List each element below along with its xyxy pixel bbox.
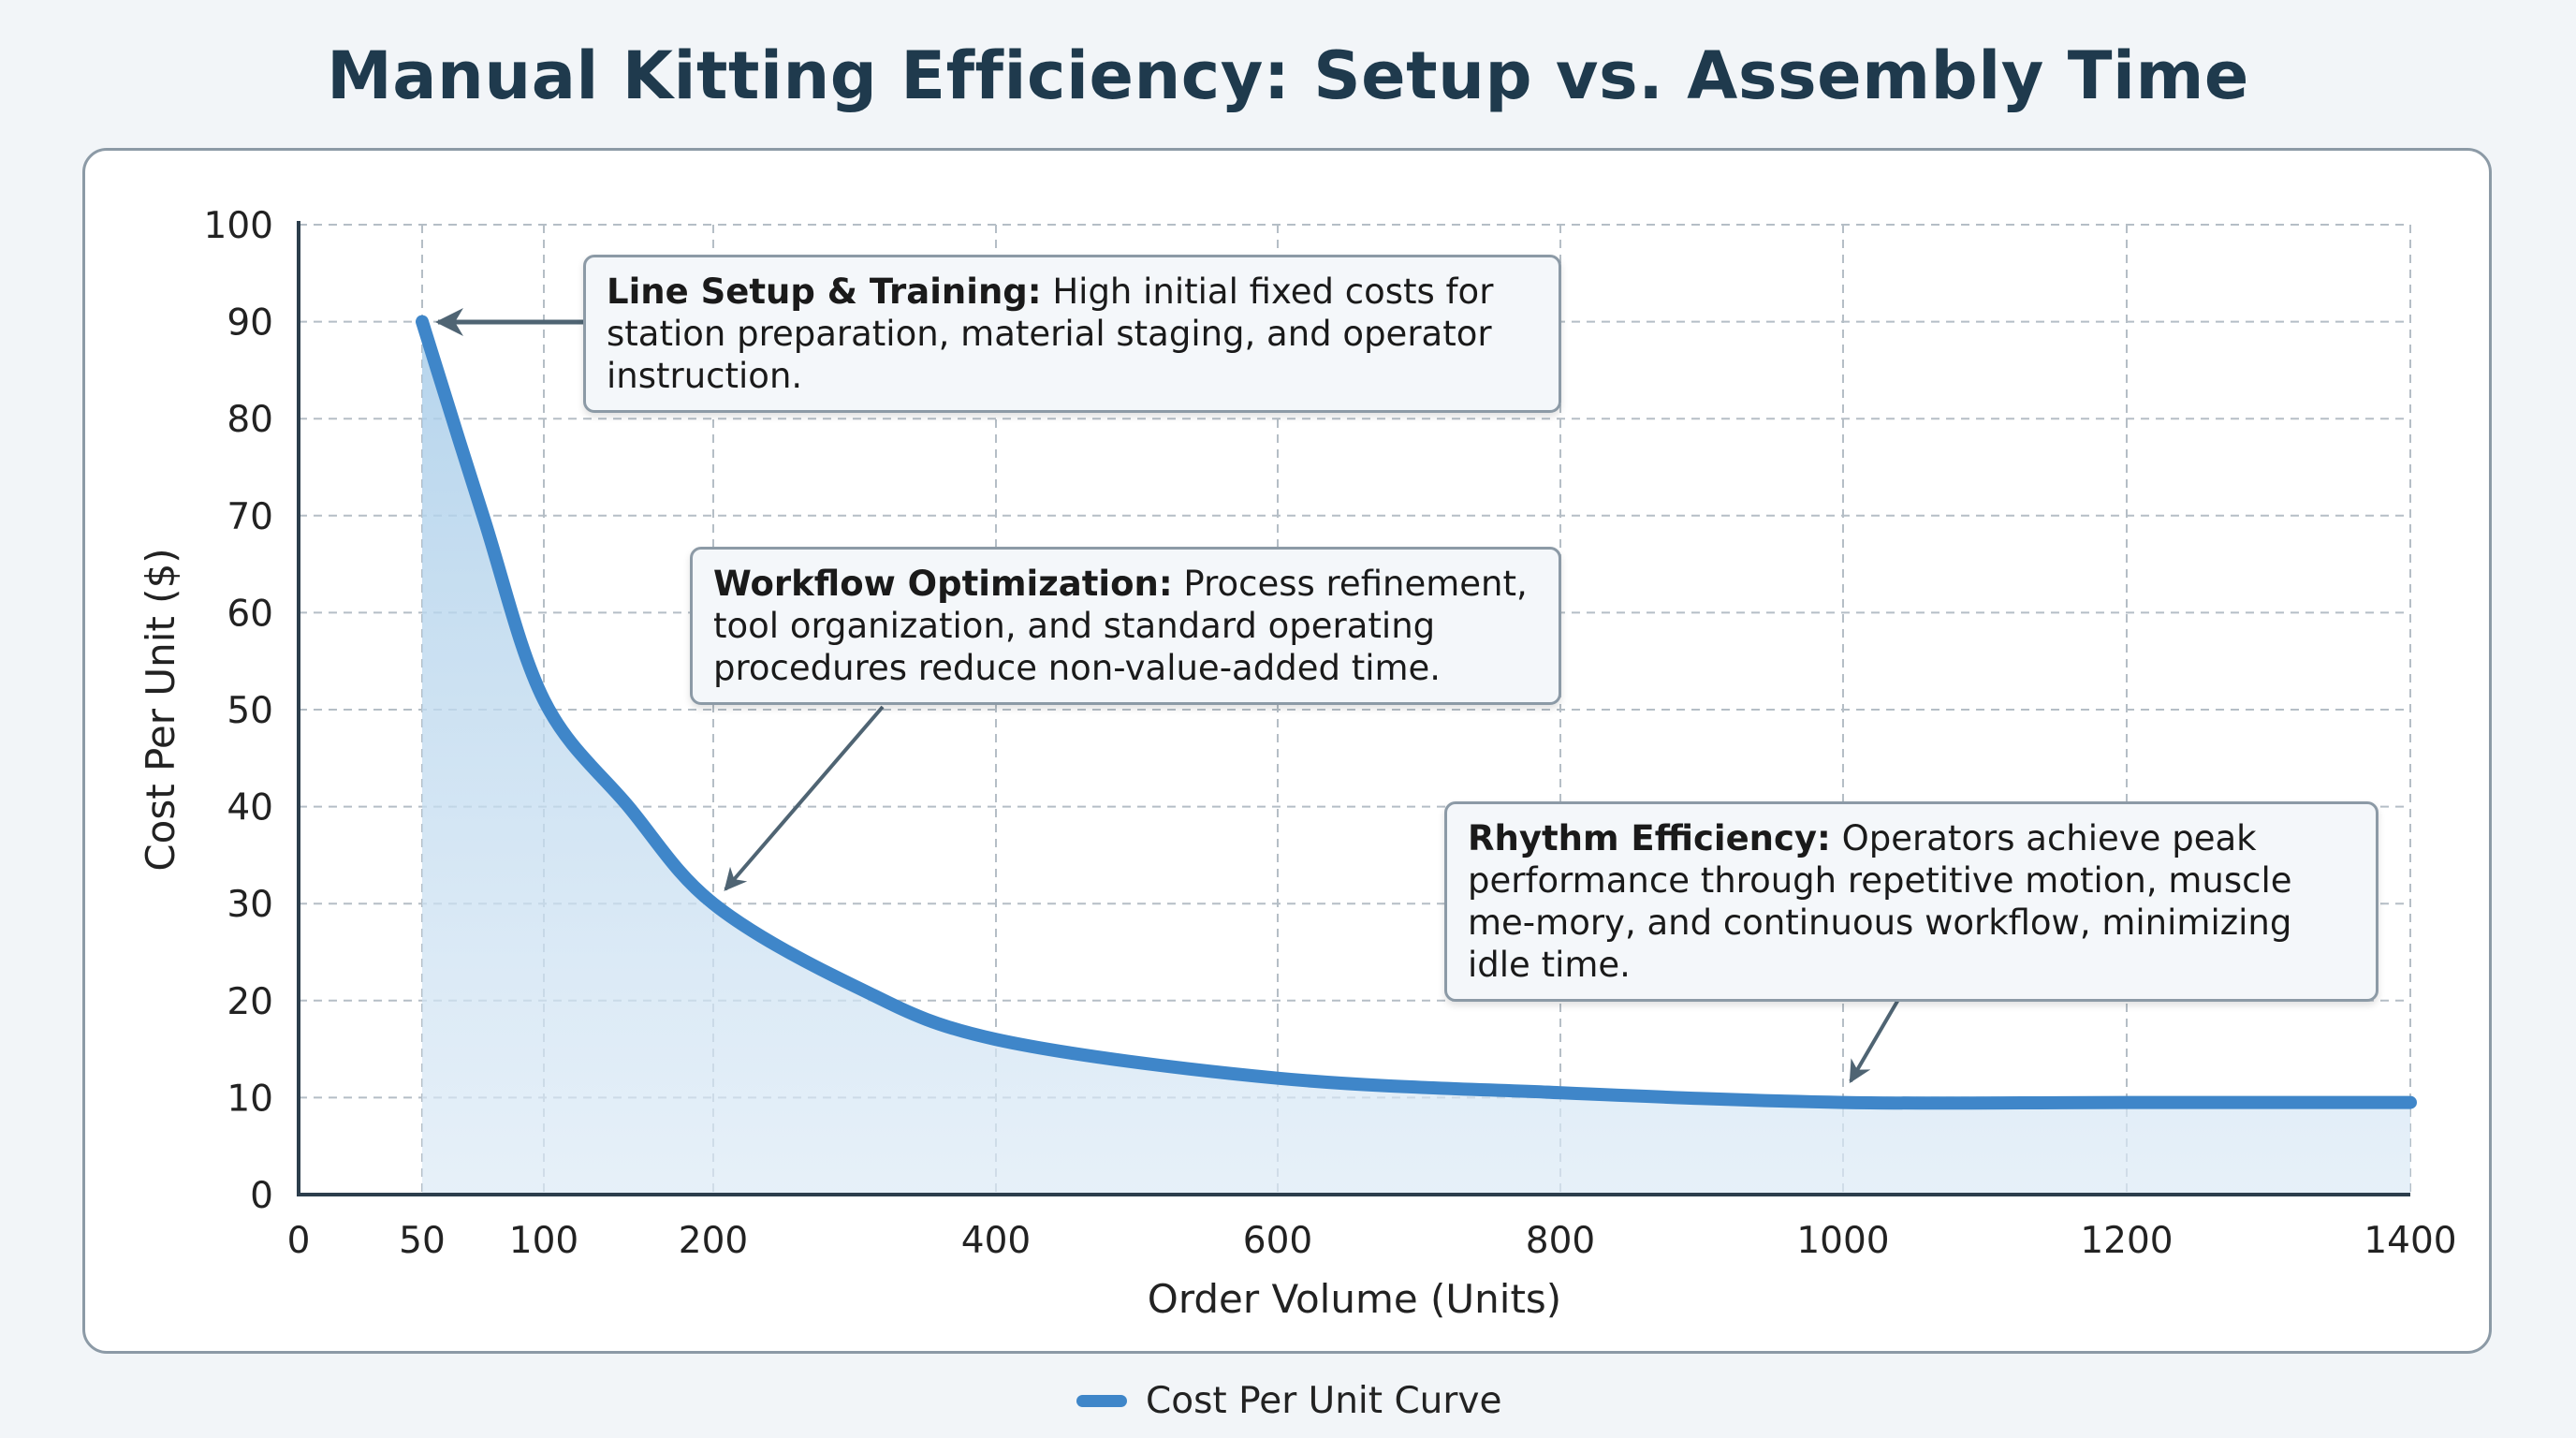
cost-curve-line: [416, 315, 2417, 1110]
annotation-line-setup: Line Setup & Training: High initial fixe…: [583, 255, 1561, 413]
chart-title: Manual Kitting Efficiency: Setup vs. Ass…: [327, 37, 2249, 114]
x-tick-label: 1400: [2364, 1220, 2456, 1262]
y-tick-label: 90: [227, 302, 273, 345]
x-tick-label: 100: [509, 1220, 578, 1262]
x-tick-labels: 0 50 100 200 400 600 800 1000 1200 1400: [287, 1220, 2457, 1262]
y-tick-label: 70: [227, 496, 273, 538]
x-tick-label: 0: [287, 1220, 311, 1262]
y-tick-labels: 0 10 20 30 40 50 60 70 80 90 100: [204, 205, 273, 1217]
area-layer: [416, 315, 2417, 1196]
y-tick-label: 30: [227, 884, 273, 926]
y-axis-label: Cost Per Unit ($): [138, 548, 183, 871]
legend-swatch: [1076, 1395, 1127, 1407]
x-tick-label: 1200: [2080, 1220, 2173, 1262]
y-tick-label: 50: [227, 690, 273, 732]
annotation-text: High initial fixed costs for station pre…: [607, 271, 1494, 396]
annotation-title: Workflow Optimization:: [713, 564, 1173, 604]
legend: Cost Per Unit Curve: [1076, 1380, 1502, 1422]
x-tick-label: 1000: [1796, 1220, 1889, 1262]
annotation-text: Process refinement, tool organization, a…: [713, 564, 1528, 688]
x-tick-label: 800: [1526, 1220, 1595, 1262]
y-tick-label: 40: [227, 787, 273, 829]
legend-label: Cost Per Unit Curve: [1146, 1380, 1502, 1422]
area-fill: [422, 321, 2410, 1196]
annotation-title: Rhythm Efficiency:: [1468, 818, 1831, 858]
annotation-rhythm-efficiency: Rhythm Efficiency: Operators achieve pea…: [1444, 801, 2378, 1002]
y-tick-label: 0: [250, 1175, 273, 1217]
y-tick-label: 20: [227, 981, 273, 1023]
x-tick-label: 600: [1243, 1220, 1312, 1262]
x-tick-label: 200: [679, 1220, 748, 1262]
y-tick-label: 10: [227, 1078, 273, 1120]
y-tick-label: 60: [227, 593, 273, 635]
y-tick-label: 80: [227, 399, 273, 441]
y-tick-label: 100: [204, 205, 273, 247]
x-tick-label: 400: [961, 1220, 1031, 1262]
annotation-workflow-optimization: Workflow Optimization: Process refinemen…: [690, 547, 1561, 705]
x-axis-label: Order Volume (Units): [1148, 1276, 1561, 1322]
annotation-title: Line Setup & Training:: [607, 271, 1042, 312]
axes: [297, 221, 2410, 1196]
x-tick-label: 50: [399, 1220, 446, 1262]
annotation-arrow-2: [724, 705, 885, 891]
annotation-text: Operators achieve peak performance throu…: [1468, 818, 2292, 985]
